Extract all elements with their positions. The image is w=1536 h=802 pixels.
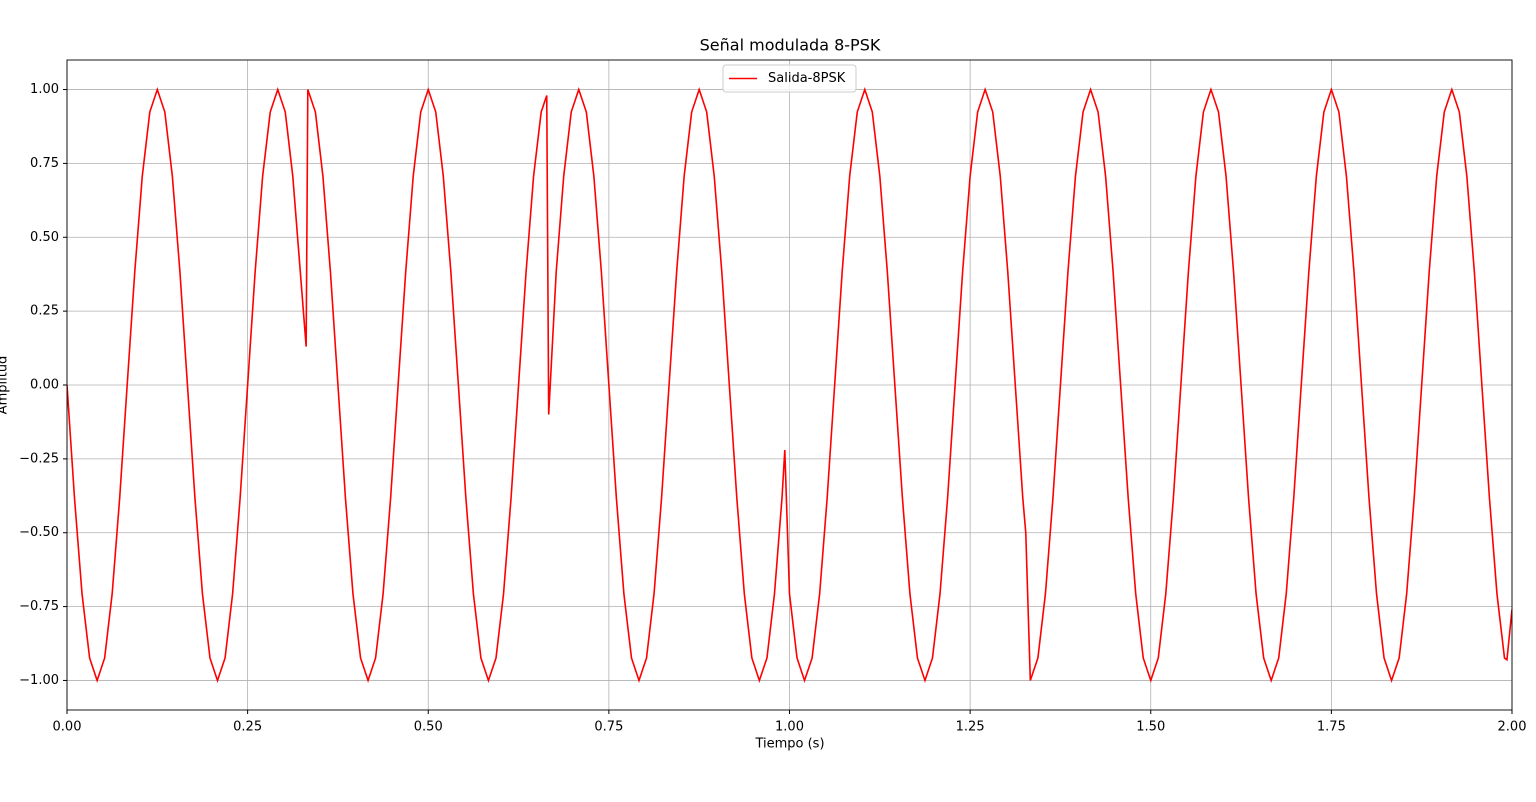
x-tick-label: 1.00 [775, 720, 804, 735]
legend-box [722, 64, 857, 93]
y-tick-label: 0.50 [30, 230, 59, 245]
chart-title: Señal modulada 8-PSK [700, 36, 881, 55]
plot-frame [66, 59, 1513, 711]
x-tick-label: 2.00 [1498, 720, 1527, 735]
y-tick-label: 0.75 [30, 156, 59, 171]
x-tick-label: 1.75 [1317, 720, 1346, 735]
y-tick-label: −0.25 [19, 451, 59, 466]
y-tick-label: 0.25 [30, 304, 59, 319]
y-axis-label: Amplitud [0, 356, 11, 415]
x-tick-label: 1.50 [1136, 720, 1165, 735]
y-tick-label: 1.00 [30, 82, 59, 97]
y-tick-label: −0.75 [19, 599, 59, 614]
x-tick-label: 0.00 [53, 720, 82, 735]
x-axis-label: Tiempo (s) [754, 737, 824, 752]
y-tick-label: −0.50 [19, 525, 59, 540]
y-tick-label: −1.00 [19, 673, 59, 688]
line [67, 87, 1512, 683]
x-tick-label: 0.75 [594, 720, 623, 735]
x-tick-label: 0.25 [233, 720, 262, 735]
legend: Salida-8PSK [722, 64, 857, 93]
y-tick-label: 0.00 [30, 378, 59, 393]
x-tick-label: 0.50 [414, 720, 443, 735]
legend-label: Salida-8PSK [768, 71, 846, 86]
x-tick-label: 1.25 [956, 720, 985, 735]
